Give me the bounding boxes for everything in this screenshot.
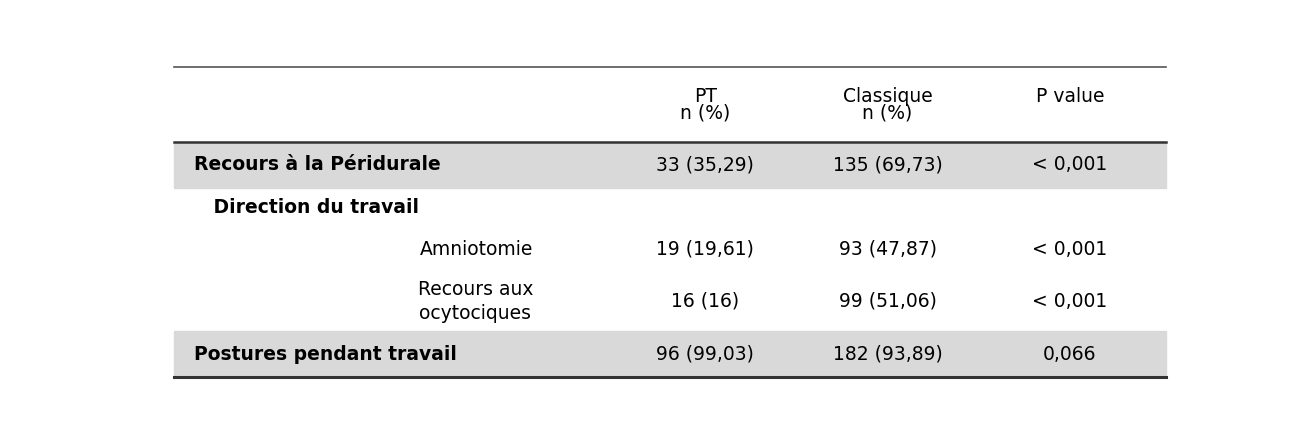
Text: 99 (51,06): 99 (51,06): [839, 292, 937, 311]
Bar: [174, 331, 1166, 377]
Text: < 0,001: < 0,001: [1033, 155, 1107, 175]
Text: 182 (93,89): 182 (93,89): [833, 345, 942, 364]
Text: Recours aux
ocytociques: Recours aux ocytociques: [418, 280, 533, 323]
Text: < 0,001: < 0,001: [1033, 292, 1107, 311]
Text: 16 (16): 16 (16): [672, 292, 740, 311]
Text: 135 (69,73): 135 (69,73): [833, 155, 942, 175]
Text: 19 (19,61): 19 (19,61): [656, 240, 754, 259]
Text: 33 (35,29): 33 (35,29): [656, 155, 754, 175]
Text: Postures pendant travail: Postures pendant travail: [193, 345, 456, 364]
Text: Amniotomie: Amniotomie: [420, 240, 533, 259]
Text: < 0,001: < 0,001: [1033, 240, 1107, 259]
Text: PT: PT: [694, 87, 716, 105]
Text: 96 (99,03): 96 (99,03): [656, 345, 754, 364]
Text: Classique: Classique: [843, 87, 932, 105]
Text: n (%): n (%): [680, 103, 731, 122]
Text: n (%): n (%): [863, 103, 912, 122]
Text: Direction du travail: Direction du travail: [193, 198, 418, 217]
Bar: [174, 142, 1166, 188]
Text: Recours à la Péridurale: Recours à la Péridurale: [193, 155, 440, 175]
Text: 0,066: 0,066: [1043, 345, 1097, 364]
Text: 93 (47,87): 93 (47,87): [839, 240, 937, 259]
Text: P value: P value: [1035, 87, 1104, 105]
